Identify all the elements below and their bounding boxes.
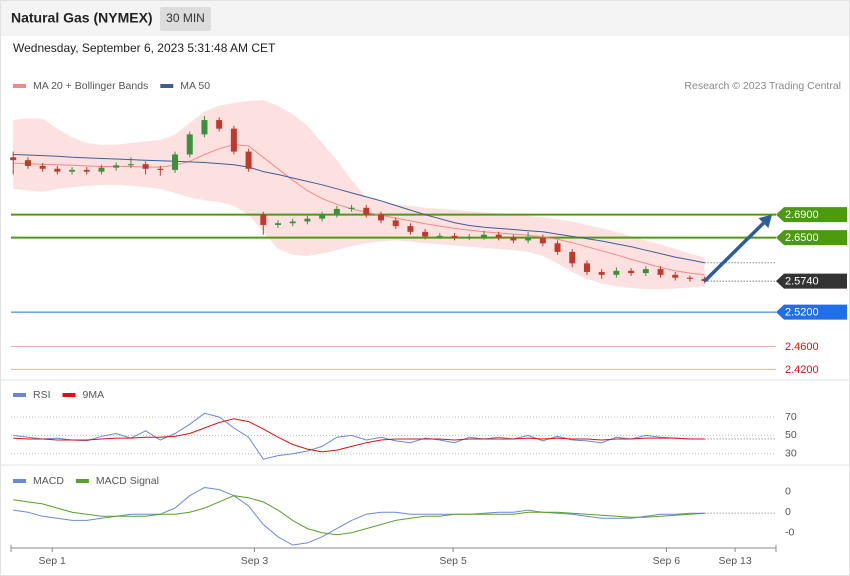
moving-average <box>13 144 705 276</box>
projection-arrowhead <box>758 214 772 229</box>
candle-body <box>142 164 149 169</box>
legend-label: 9MA <box>83 389 105 401</box>
level-tag <box>776 230 847 246</box>
candle-body <box>422 231 429 237</box>
legend-label: MA 50 <box>180 80 210 92</box>
date: Wednesday, September 6, 2023 5:31:48 AM … <box>13 41 276 55</box>
moving-average <box>13 154 705 264</box>
legend-swatch <box>62 393 76 397</box>
candle-body <box>554 243 561 252</box>
candle-body <box>598 271 605 275</box>
level-tag <box>776 304 847 320</box>
candle-body <box>127 164 134 166</box>
candle-body <box>10 157 17 161</box>
y-tick-label: 30 <box>785 448 797 460</box>
y-tick-label: 0 <box>785 506 791 518</box>
candle-body <box>113 165 120 168</box>
last-price-label: 2.5740 <box>785 276 819 288</box>
header-bar <box>1 1 849 36</box>
timeframe[interactable]: 30 MIN <box>166 11 205 25</box>
x-tick-label: Sep 1 <box>38 555 66 567</box>
candle-body <box>569 251 576 264</box>
projection-arrow <box>703 221 765 283</box>
candle-body <box>69 169 76 172</box>
candle-body <box>377 214 384 221</box>
last-price-tag <box>776 273 847 289</box>
candle-body <box>495 234 502 238</box>
candle-body <box>436 235 443 237</box>
level-label: 2.4600 <box>785 341 819 353</box>
candle-body <box>480 234 487 237</box>
legend-swatch <box>75 479 89 483</box>
candle-body <box>613 270 620 275</box>
candle-body <box>304 218 311 222</box>
timeframe-badge[interactable] <box>160 7 211 31</box>
candle-body <box>98 167 105 172</box>
source: Research © 2023 Trading Central <box>684 80 841 92</box>
level-label: 2.5200 <box>785 306 819 318</box>
candle-body <box>39 165 46 169</box>
candle-body <box>54 168 61 172</box>
candle-body <box>642 269 649 274</box>
candle-body <box>83 169 90 172</box>
candle-body <box>672 274 679 278</box>
legend-swatch <box>13 393 26 397</box>
candle-body <box>686 277 693 279</box>
indicator-line <box>13 486 705 546</box>
candle-body <box>392 220 399 227</box>
level-label: 2.4200 <box>785 364 819 376</box>
candle-body <box>186 134 193 155</box>
chart-title: Natural Gas (NYMEX) <box>11 10 153 26</box>
candle-body <box>451 235 458 238</box>
candle-body <box>583 263 590 272</box>
x-tick-label: Sep 5 <box>439 555 467 567</box>
candle-body <box>24 160 31 166</box>
candle-body <box>348 207 355 209</box>
legend-label: MACD Signal <box>96 475 159 487</box>
y-tick-label: 70 <box>785 411 797 423</box>
level-label: 2.6900 <box>785 209 819 221</box>
candle-body <box>157 168 164 170</box>
legend-swatch <box>13 479 26 483</box>
candle-body <box>230 128 237 152</box>
indicator-line <box>13 495 705 536</box>
candle-body <box>466 236 473 238</box>
candle-body <box>245 151 252 169</box>
y-tick-label: 50 <box>785 429 797 441</box>
legend-swatch <box>13 84 26 88</box>
candle-body <box>260 214 267 225</box>
x-tick-label: Sep 3 <box>241 555 269 567</box>
candle-body <box>289 221 296 224</box>
candle-body <box>525 237 532 241</box>
candle-body <box>407 226 414 232</box>
x-tick-label: Sep 13 <box>718 555 751 567</box>
indicator-line <box>13 418 705 453</box>
candle-body <box>657 269 664 275</box>
candle-body <box>628 270 635 274</box>
candle-body <box>319 214 326 219</box>
candle-body <box>201 120 208 135</box>
legend-label: MACD <box>33 475 64 487</box>
x-tick-label: Sep 6 <box>653 555 681 567</box>
candle-body <box>216 120 223 129</box>
candle-body <box>539 237 546 244</box>
candle-body <box>275 223 282 225</box>
candle-body <box>172 154 179 170</box>
legend-label: RSI <box>33 389 51 401</box>
candle-body <box>510 237 517 241</box>
y-tick-label: -0 <box>785 526 794 538</box>
candle-body <box>333 208 340 215</box>
candle-body <box>363 207 370 215</box>
indicator-line <box>13 412 705 460</box>
legend-swatch <box>160 84 174 88</box>
level-tag <box>776 207 847 223</box>
level-label: 2.6500 <box>785 232 819 244</box>
legend-label: MA 20 + Bollinger Bands <box>33 80 148 92</box>
y-tick-label: 0 <box>785 485 791 497</box>
